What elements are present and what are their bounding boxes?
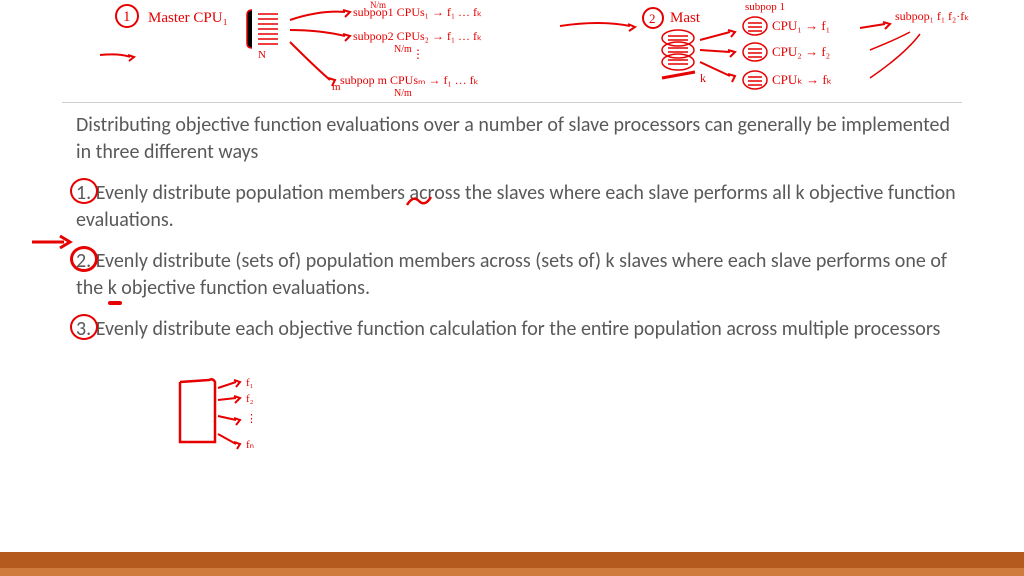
circle-3-icon: [70, 314, 98, 340]
circle-1-icon: [70, 178, 98, 204]
arrow-to-item2-icon: [30, 232, 74, 252]
footer-bar-light: [0, 568, 1024, 576]
item-2-k: k: [108, 275, 117, 302]
svg-text:CPUₖ → fₖ: CPUₖ → fₖ: [772, 72, 832, 87]
item-2: 2. Evenly distribute (sets of) populatio…: [76, 248, 956, 302]
svg-text:subpop₁ f₁ f₂·fₖ: subpop₁ f₁ f₂·fₖ: [895, 9, 969, 23]
slide: 1 Master CPU₁ N subpop1 CPUs₁ → f₁ … fₖ: [0, 0, 1024, 576]
master-cpu-label: Master CPU₁: [148, 10, 228, 26]
item-3: 3. Evenly distribute each objective func…: [76, 316, 956, 343]
svg-text:N/m: N/m: [370, 0, 386, 10]
svg-text:subpop 1: subpop 1: [745, 1, 785, 13]
svg-text:k: k: [700, 71, 706, 85]
bottom-sketch: f₁ f₂ ⋮ fₙ: [170, 372, 290, 467]
item-1-text: Evenly distribute population members acr…: [76, 181, 956, 232]
svg-text:subpop m CPUsₘ → f₁ … fₖ: subpop m CPUsₘ → f₁ … fₖ: [340, 73, 479, 87]
svg-text:CPU₂ → f₂: CPU₂ → f₂: [772, 44, 830, 59]
footer-bar-dark: [0, 552, 1024, 568]
content-block: Distributing objective function evaluati…: [76, 112, 956, 357]
svg-text:⋮: ⋮: [412, 47, 424, 61]
badge-1-text: 1: [123, 9, 131, 25]
bs-f1: f₁: [246, 377, 254, 389]
divider: [62, 102, 962, 103]
svg-text:m: m: [332, 81, 341, 93]
item-3-text: Evenly distribute each objective functio…: [96, 317, 941, 341]
squiggle-mark-icon: [405, 193, 435, 214]
svg-text:Mast: Mast: [670, 10, 701, 26]
item-2-text-post: objective function evaluations.: [117, 276, 370, 300]
svg-text:subpop2 CPUs₂ → f₁ … fₖ: subpop2 CPUs₂ → f₁ … fₖ: [353, 29, 482, 43]
intro-text: Distributing objective function evaluati…: [76, 112, 956, 166]
bs-fn: fₙ: [246, 439, 254, 451]
svg-text:N/m: N/m: [394, 44, 412, 55]
top-annotations: 1 Master CPU₁ N subpop1 CPUs₁ → f₁ … fₖ: [0, 0, 1024, 102]
item-1: 1. Evenly distribute population members …: [76, 180, 956, 234]
svg-text:N/m: N/m: [394, 88, 412, 99]
svg-text:CPU₁ → f₁: CPU₁ → f₁: [772, 18, 830, 33]
circle-2-icon: [70, 246, 98, 272]
svg-text:N: N: [258, 49, 266, 61]
bs-f2: f₂: [246, 393, 254, 405]
svg-text:2: 2: [649, 11, 656, 26]
footer-bars: [0, 552, 1024, 576]
bs-dots: ⋮: [246, 413, 257, 425]
